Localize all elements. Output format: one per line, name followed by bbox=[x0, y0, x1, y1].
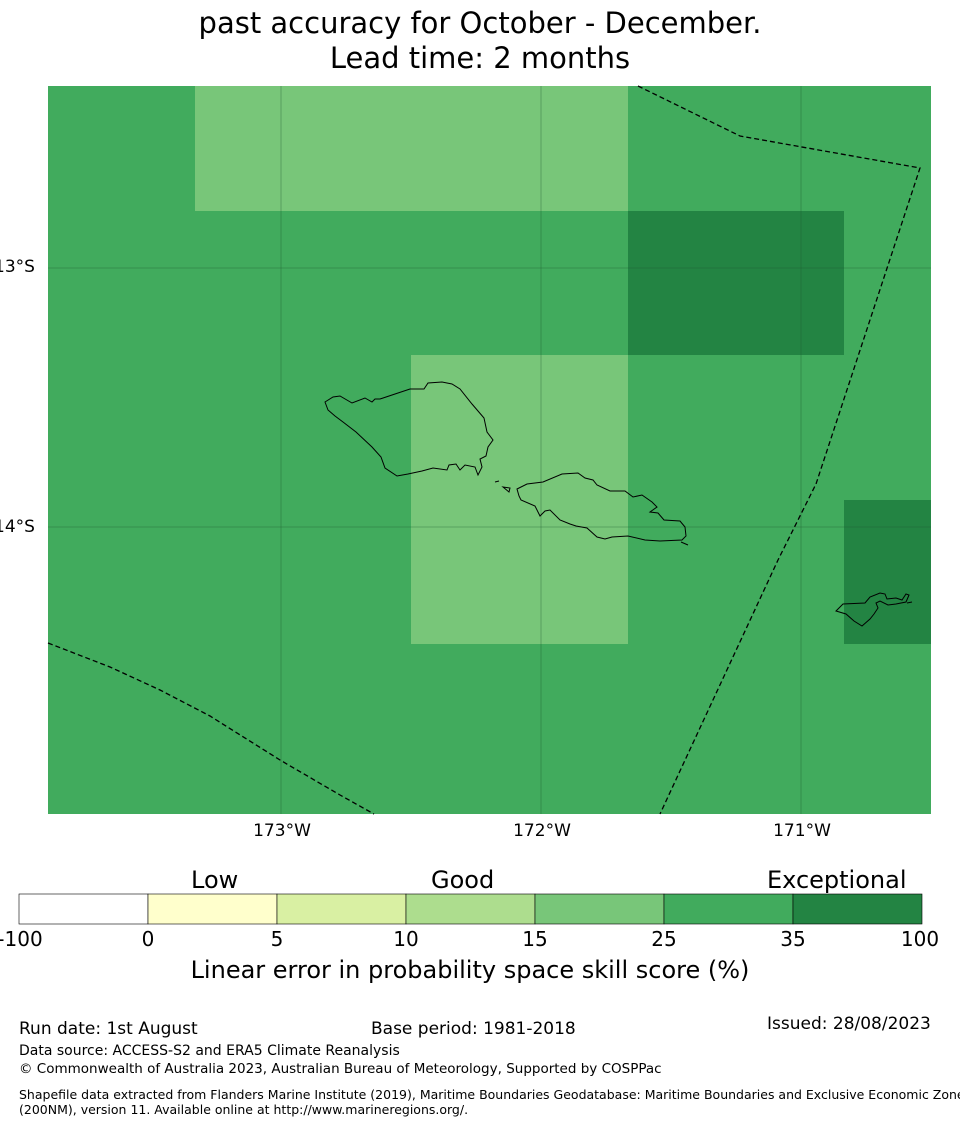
chart-title-line-2: Lead time: 2 months bbox=[329, 41, 631, 75]
base-period: Base period: 1981-2018 bbox=[371, 1019, 576, 1039]
run-date: Run date: 1st August bbox=[19, 1019, 198, 1039]
colorbar-tick: 100 bbox=[900, 927, 940, 951]
tutuila-island bbox=[835, 592, 910, 627]
lat-label-14s: 14°S bbox=[0, 517, 35, 537]
colorbar-tick: 0 bbox=[141, 927, 155, 951]
category-good: Good bbox=[431, 866, 495, 894]
islet-dash-2 bbox=[680, 541, 689, 546]
lon-label-173w: 173°W bbox=[253, 821, 311, 841]
upolu-island bbox=[516, 472, 687, 542]
manono-islet bbox=[501, 486, 511, 493]
colorbar-swatch bbox=[18, 893, 149, 925]
samoa-islands bbox=[324, 381, 913, 627]
map-gridlines bbox=[48, 86, 931, 814]
lat-label-13s: 13°S bbox=[0, 257, 35, 277]
skill-score-map bbox=[18, 85, 931, 925]
category-low: Low bbox=[191, 866, 239, 894]
colorbar-tick: 15 bbox=[522, 927, 548, 951]
colorbar bbox=[18, 893, 923, 925]
shapefile-credit-line-2: (200NM), version 11. Available online at… bbox=[19, 1102, 469, 1117]
colorbar-swatch bbox=[534, 893, 665, 925]
lon-label-171w: 171°W bbox=[773, 821, 831, 841]
colorbar-tick: 5 bbox=[270, 927, 284, 951]
colorbar-swatch bbox=[792, 893, 923, 925]
colorbar-swatch bbox=[147, 893, 278, 925]
issued-date: Issued: 28/08/2023 bbox=[767, 1014, 931, 1034]
eez-boundary bbox=[47, 85, 921, 815]
colorbar-swatch bbox=[663, 893, 794, 925]
lon-label-172w: 172°W bbox=[513, 821, 571, 841]
copyright: © Commonwealth of Australia 2023, Austra… bbox=[19, 1061, 662, 1077]
shapefile-credit-line-1: Shapefile data extracted from Flanders M… bbox=[19, 1087, 960, 1102]
colorbar-tick: 35 bbox=[780, 927, 806, 951]
islet-dash-3 bbox=[906, 601, 913, 604]
savaii-island bbox=[324, 381, 494, 477]
category-exceptional: Exceptional bbox=[767, 866, 907, 894]
colorbar-swatch bbox=[276, 893, 407, 925]
skill-cell-central-island bbox=[411, 355, 628, 644]
skill-cell-south-east bbox=[844, 500, 931, 644]
skill-cell-north-west bbox=[195, 86, 628, 211]
colorbar-tick: 25 bbox=[651, 927, 677, 951]
chart-title-line-1: past accuracy for October - December. bbox=[198, 6, 762, 40]
colorbar-tick: -100 bbox=[0, 927, 43, 951]
colorbar-tick: 10 bbox=[393, 927, 419, 951]
colorbar-swatch bbox=[405, 893, 536, 925]
colorbar-label: Linear error in probability space skill … bbox=[190, 956, 750, 984]
islet-dash-1 bbox=[494, 480, 500, 483]
data-source: Data source: ACCESS-S2 and ERA5 Climate … bbox=[19, 1043, 400, 1059]
skill-cell-north-east bbox=[628, 211, 844, 355]
